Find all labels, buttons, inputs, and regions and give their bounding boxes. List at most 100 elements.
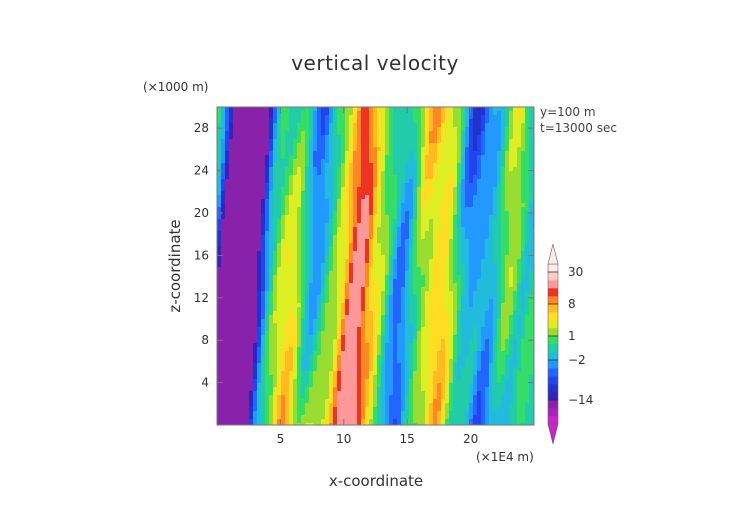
heatmap-cell <box>497 279 502 284</box>
heatmap-cell <box>321 119 326 124</box>
heatmap-cell <box>445 231 450 236</box>
heatmap-cell <box>333 243 338 248</box>
heatmap-cell <box>473 279 478 284</box>
heatmap-cell <box>269 155 274 160</box>
heatmap-cell <box>229 163 234 168</box>
heatmap-cell <box>389 315 394 320</box>
heatmap-cell <box>345 163 350 168</box>
heatmap-cell <box>417 215 422 220</box>
heatmap-cell <box>389 259 394 264</box>
heatmap-cell <box>429 163 434 168</box>
heatmap-cell <box>313 283 318 288</box>
heatmap-cell <box>253 219 258 224</box>
heatmap-cell <box>321 339 326 344</box>
heatmap-cell <box>521 307 526 312</box>
heatmap-cell <box>353 319 358 324</box>
heatmap-cell <box>313 315 318 320</box>
heatmap-cell <box>389 335 394 340</box>
heatmap-cell <box>445 159 450 164</box>
heatmap-cell <box>393 315 398 320</box>
heatmap-cell <box>453 255 458 260</box>
heatmap-cell <box>281 271 286 276</box>
heatmap-cell <box>513 107 518 112</box>
heatmap-cell <box>317 247 322 252</box>
heatmap-cell <box>369 223 374 228</box>
heatmap-cell <box>481 267 486 272</box>
heatmap-cell <box>449 351 454 356</box>
heatmap-cell <box>329 131 334 136</box>
heatmap-cell <box>229 283 234 288</box>
heatmap-cell <box>325 111 330 116</box>
heatmap-cell <box>513 287 518 292</box>
heatmap-cell <box>229 303 234 308</box>
heatmap-cell <box>481 119 486 124</box>
heatmap-cell <box>353 215 358 220</box>
heatmap-cell <box>513 343 518 348</box>
heatmap-cell <box>229 151 234 156</box>
heatmap-cell <box>313 239 318 244</box>
heatmap-cell <box>233 199 238 204</box>
heatmap-cell <box>405 167 410 172</box>
heatmap-cell <box>501 211 506 216</box>
heatmap-cell <box>361 147 366 152</box>
heatmap-cell <box>373 327 378 332</box>
heatmap-cell <box>469 191 474 196</box>
heatmap-cell <box>301 195 306 200</box>
heatmap-cell <box>517 283 522 288</box>
heatmap-cell <box>237 275 242 280</box>
heatmap-cell <box>501 287 506 292</box>
heatmap-cell <box>225 335 230 340</box>
heatmap-cell <box>297 123 302 128</box>
heatmap-cell <box>425 311 430 316</box>
heatmap-cell <box>341 179 346 184</box>
heatmap-cell <box>313 171 318 176</box>
heatmap-cell <box>225 279 230 284</box>
heatmap-cell <box>473 159 478 164</box>
heatmap-cell <box>413 171 418 176</box>
heatmap-cell <box>309 247 314 252</box>
heatmap-cell <box>321 131 326 136</box>
heatmap-cell <box>225 131 230 136</box>
heatmap-cell <box>253 163 258 168</box>
heatmap-cell <box>277 143 282 148</box>
heatmap-cell <box>321 187 326 192</box>
heatmap-cell <box>453 203 458 208</box>
heatmap-cell <box>477 203 482 208</box>
heatmap-cell <box>493 287 498 292</box>
heatmap-cell <box>285 243 290 248</box>
heatmap-cell <box>289 343 294 348</box>
heatmap-cell <box>249 335 254 340</box>
heatmap-cell <box>481 343 486 348</box>
heatmap-cell <box>297 223 302 228</box>
heatmap-cell <box>425 283 430 288</box>
heatmap-cell <box>341 131 346 136</box>
heatmap-cell <box>357 231 362 236</box>
heatmap-cell <box>377 255 382 260</box>
heatmap-cell <box>401 243 406 248</box>
heatmap-cell <box>341 267 346 272</box>
heatmap-cell <box>489 179 494 184</box>
heatmap-cell <box>437 167 442 172</box>
heatmap-cell <box>289 315 294 320</box>
heatmap-cell <box>261 131 266 136</box>
heatmap-cell <box>225 179 230 184</box>
heatmap-cell <box>221 159 226 164</box>
heatmap-cell <box>269 191 274 196</box>
heatmap-cell <box>433 115 438 120</box>
heatmap-cell <box>429 159 434 164</box>
heatmap-cell <box>397 191 402 196</box>
heatmap-cell <box>221 231 226 236</box>
heatmap-cell <box>245 351 250 356</box>
heatmap-cell <box>281 203 286 208</box>
heatmap-cell <box>373 191 378 196</box>
heatmap-cell <box>257 131 262 136</box>
heatmap-cell <box>269 263 274 268</box>
heatmap-cell <box>401 207 406 212</box>
heatmap-cell <box>381 347 386 352</box>
heatmap-cell <box>377 243 382 248</box>
heatmap-cell <box>289 119 294 124</box>
heatmap-cell <box>401 299 406 304</box>
heatmap-cell <box>473 235 478 240</box>
heatmap-cell <box>453 327 458 332</box>
heatmap-cell <box>221 107 226 112</box>
